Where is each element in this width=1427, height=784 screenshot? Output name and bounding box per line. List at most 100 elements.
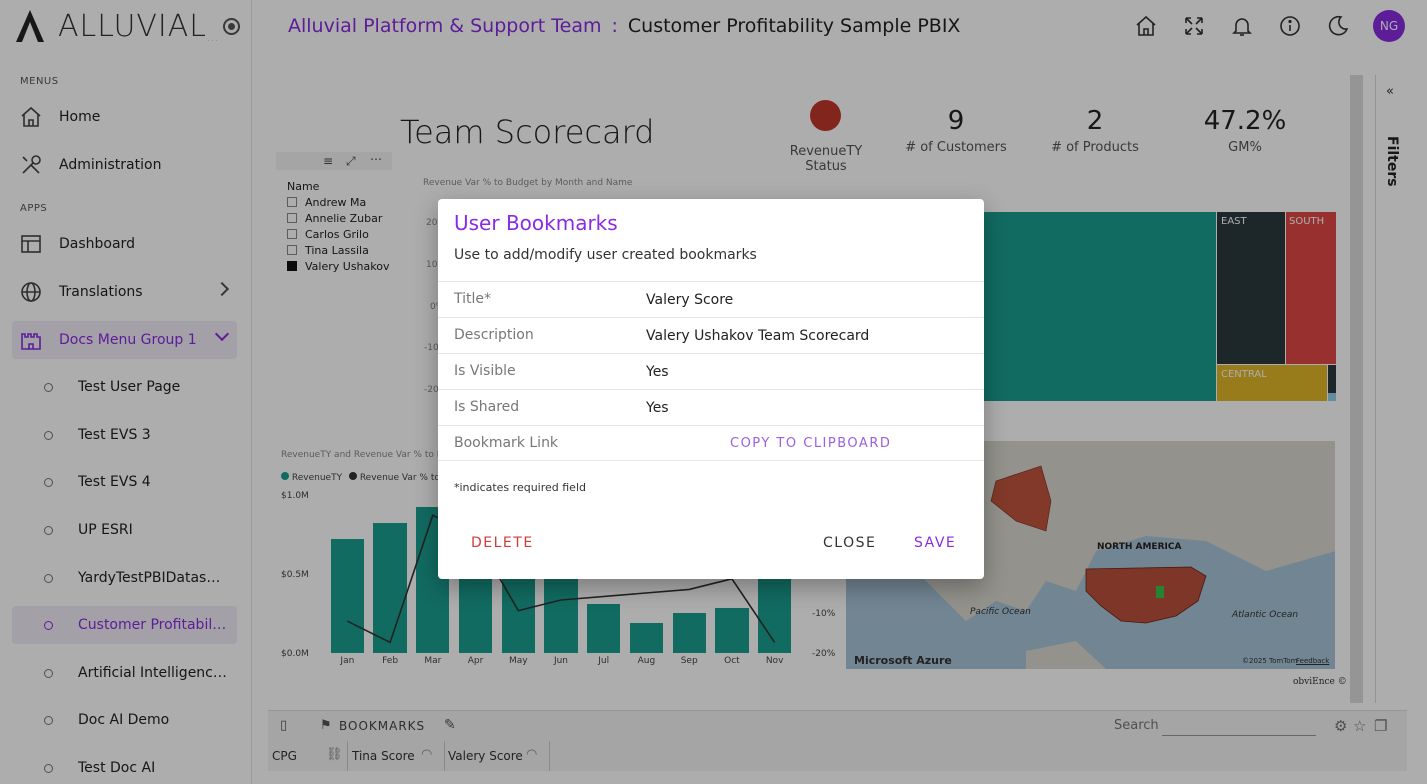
bar-jul[interactable] [587, 603, 621, 653]
x-tick-label: Nov [765, 656, 784, 666]
wifi-icon: ◠ [526, 747, 538, 762]
save-button[interactable]: SAVE [914, 535, 957, 551]
filter-icon[interactable]: ≡ [323, 154, 334, 168]
map-brand: Microsoft Azure [854, 654, 952, 667]
logo[interactable]: ALLUVIAL... [12, 8, 219, 44]
close-button[interactable]: CLOSE [823, 535, 877, 551]
sidebar-subitem[interactable]: Test Doc AI [12, 749, 237, 784]
bookmark-link-field: Bookmark Link COPY TO CLIPBOARD [438, 425, 984, 461]
home-icon[interactable] [1133, 13, 1159, 39]
copy-to-clipboard-button[interactable]: COPY TO CLIPBOARD [730, 436, 892, 451]
slicer-option[interactable]: Valery Ushakov [287, 258, 389, 274]
avatar[interactable]: NG [1373, 10, 1405, 42]
search-label: Search [1114, 718, 1159, 733]
delete-button[interactable]: DELETE [471, 535, 534, 551]
sidebar-subitem[interactable]: YardyTestPBIDatasource [12, 559, 237, 597]
kpi-products: 2 # of Products [1051, 106, 1139, 155]
bar-sep[interactable] [672, 613, 706, 653]
report-scrollbar[interactable] [1350, 75, 1363, 703]
sidebar-item-administration[interactable]: Administration [12, 146, 237, 184]
x-tick-label: Jan [340, 656, 355, 666]
is-visible-select[interactable]: Yes [646, 364, 669, 380]
kpi-revenue-status: RevenueTY Status [789, 144, 863, 174]
description-field[interactable]: Description Valery Ushakov Team Scorecar… [438, 317, 984, 353]
bar-feb[interactable] [373, 522, 407, 653]
sidebar-item-label: Translations [59, 284, 143, 300]
chart-legend: RevenueTY Revenue Var % to Budg [281, 472, 466, 483]
circle-icon [44, 382, 53, 392]
search-input[interactable] [1162, 735, 1316, 736]
menus-section-label: MENUS [20, 76, 59, 87]
sidebar-item-label: Dashboard [59, 236, 135, 252]
dark-mode-icon[interactable] [1325, 13, 1351, 39]
x-tick-label: Jun [553, 656, 569, 666]
filters-pane[interactable] [1375, 75, 1407, 703]
line-y-tick: -20% [424, 385, 448, 395]
bar-jan[interactable] [330, 538, 364, 653]
checkbox[interactable] [287, 245, 297, 255]
title-field[interactable]: Title* Valery Score [438, 281, 984, 317]
alluvial-logo-icon [16, 10, 44, 42]
circle-icon [44, 525, 53, 535]
checkbox[interactable] [287, 213, 297, 223]
bar-aug[interactable] [629, 622, 664, 653]
treemap-south[interactable]: SOUTH [1286, 212, 1336, 364]
sidebar-subitem[interactable]: Artificial Intelligence Sa... [12, 654, 237, 692]
map-shapes [906, 441, 1336, 669]
sidebar-subitem[interactable]: Doc AI Demo [12, 701, 237, 739]
copy-icon[interactable]: ❐ [1374, 717, 1388, 735]
pin-sidebar-icon[interactable] [223, 18, 240, 35]
slicer-option[interactable]: Tina Lassila [287, 242, 389, 258]
treemap-east[interactable]: EAST [1217, 212, 1285, 364]
globe-icon [18, 279, 44, 305]
slicer-option[interactable]: Annelie Zubar [287, 210, 389, 226]
description-input[interactable]: Valery Ushakov Team Scorecard [646, 328, 870, 344]
title-input[interactable]: Valery Score [646, 292, 734, 308]
bookmark-tab[interactable]: Tina Score ◠ [349, 741, 445, 771]
sidebar-subitem-active[interactable]: Customer Profitability S... [12, 606, 237, 644]
treemap-label: CENTRAL [1221, 369, 1267, 380]
bookmark-tab[interactable]: CPG ⛓ [268, 741, 348, 771]
sidebar-subitem[interactable]: Test User Page [12, 368, 237, 406]
checkbox-checked[interactable] [287, 261, 297, 271]
checkbox[interactable] [287, 229, 297, 239]
slicer-option[interactable]: Carlos Grilo [287, 226, 389, 242]
bookmarks-button[interactable]: BOOKMARKS [339, 719, 426, 733]
title-separator: : [611, 15, 618, 37]
is-shared-select[interactable]: Yes [646, 400, 669, 416]
bell-icon[interactable] [1229, 13, 1255, 39]
star-icon[interactable]: ☆ [1353, 717, 1367, 735]
layout-icon [18, 231, 44, 257]
edit-icon[interactable]: ✎ [444, 717, 456, 733]
bookmark-tab[interactable]: Valery Score ◠ [446, 741, 550, 771]
more-options-icon[interactable]: ⋯ [370, 152, 382, 166]
sidebar-item-home[interactable]: Home [12, 98, 237, 136]
sidebar-item-docs-menu-group[interactable]: Docs Menu Group 1 [12, 321, 237, 359]
map-feedback-link[interactable]: Feedback [1296, 657, 1330, 665]
name-slicer: Name Andrew Ma Annelie Zubar Carlos Gril… [287, 178, 389, 274]
treemap-other[interactable] [1328, 393, 1336, 401]
sidebar-item-dashboard[interactable]: Dashboard [12, 225, 237, 263]
sidebar-subitem[interactable]: UP ESRI [12, 511, 237, 549]
treemap-other[interactable] [1328, 365, 1336, 393]
x-tick-label: Jul [598, 656, 610, 666]
sidebar-item-translations[interactable]: Translations [12, 273, 237, 311]
bar-oct[interactable] [715, 608, 749, 653]
focus-mode-icon[interactable]: ⤢ [346, 154, 356, 168]
page-icon[interactable]: ▯ [280, 718, 288, 733]
visual-header [276, 152, 392, 170]
sidebar-subitem[interactable]: Test EVS 3 [12, 416, 237, 454]
line-y-tick: 20% [426, 218, 447, 228]
sidebar-subitem[interactable]: Test EVS 4 [12, 463, 237, 501]
fullscreen-icon[interactable] [1181, 13, 1207, 39]
slicer-option[interactable]: Andrew Ma [287, 194, 389, 210]
circle-icon [44, 573, 53, 583]
checkbox[interactable] [287, 197, 297, 207]
gear-icon[interactable]: ⚙ [1334, 717, 1348, 735]
is-shared-field[interactable]: Is Shared Yes [438, 389, 984, 425]
treemap-central[interactable]: CENTRAL [1217, 365, 1327, 401]
collapse-filters-icon[interactable]: « [1386, 84, 1394, 99]
info-icon[interactable] [1277, 13, 1303, 39]
is-visible-field[interactable]: Is Visible Yes [438, 353, 984, 389]
